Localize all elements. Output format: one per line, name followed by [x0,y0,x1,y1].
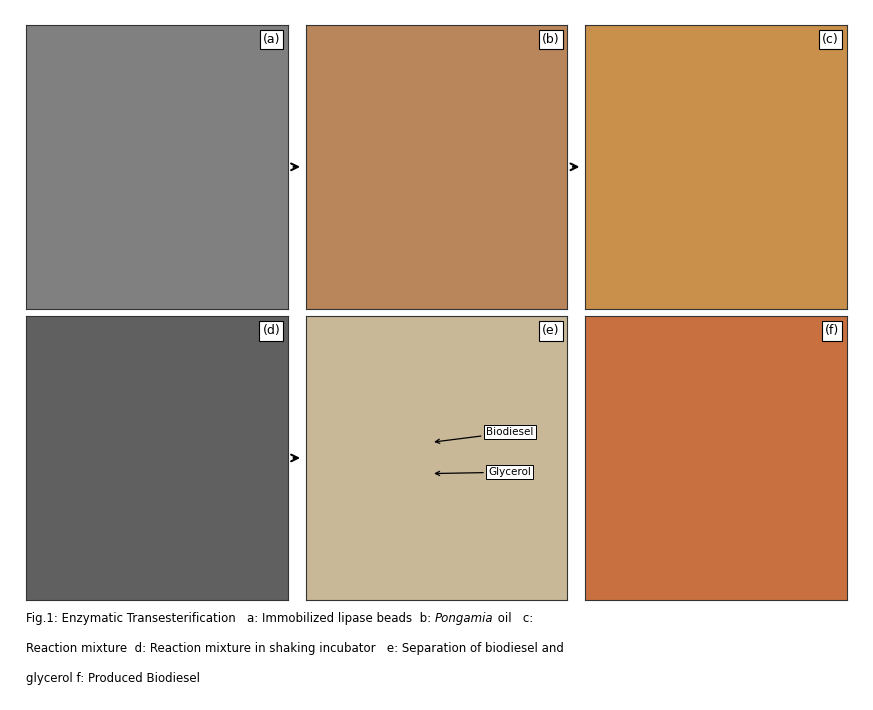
Text: Biodiesel: Biodiesel [436,427,533,443]
Text: Fig.1: Enzymatic Transesterification   a: Immobilized lipase beads  b:: Fig.1: Enzymatic Transesterification a: … [26,612,435,625]
Text: (f): (f) [825,324,839,337]
Text: oil   c:: oil c: [494,612,533,625]
Text: Reaction mixture  d: Reaction mixture in shaking incubator   e: Separation of bi: Reaction mixture d: Reaction mixture in … [26,642,564,655]
Text: Glycerol: Glycerol [436,467,532,477]
Text: Pongamia: Pongamia [435,612,494,625]
Text: (e): (e) [542,324,560,337]
Text: (a): (a) [263,33,280,46]
Text: (b): (b) [542,33,560,46]
Text: glycerol f: Produced Biodiesel: glycerol f: Produced Biodiesel [26,672,200,684]
Text: (c): (c) [822,33,839,46]
Text: (d): (d) [263,324,280,337]
